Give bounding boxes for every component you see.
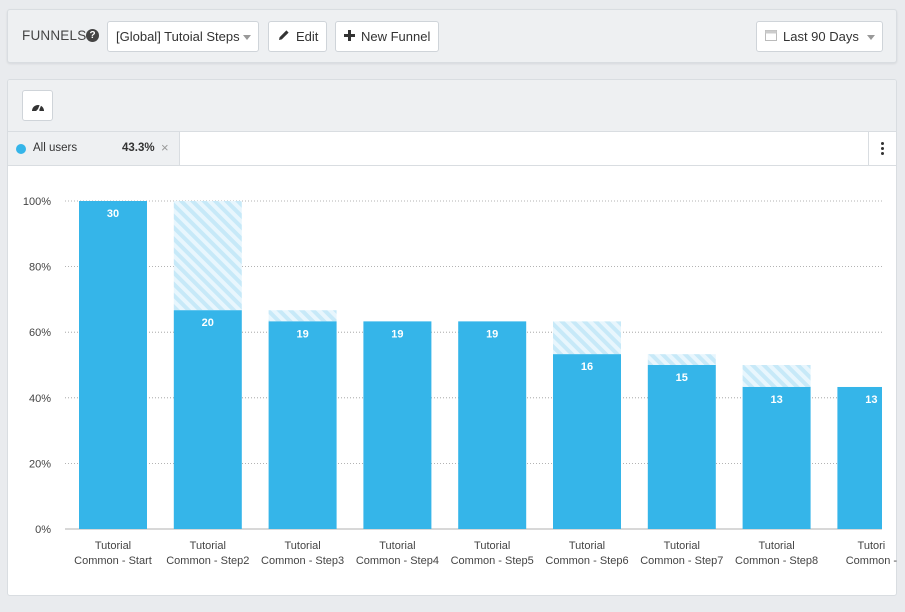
new-funnel-label: New Funnel	[361, 29, 431, 44]
x-tick-label: Tutori	[858, 540, 886, 552]
funnel-bar[interactable]	[553, 354, 621, 529]
y-tick-label: 0%	[35, 524, 51, 536]
y-tick-label: 60%	[29, 327, 51, 339]
bar-count-label: 19	[391, 328, 403, 340]
funnel-bar[interactable]	[268, 321, 337, 529]
x-tick-label: Tutorial	[95, 540, 131, 552]
dropoff-bar[interactable]	[173, 201, 242, 311]
bar-count-label: 15	[676, 372, 688, 384]
chevron-down-icon	[867, 35, 875, 40]
y-tick-label: 80%	[29, 262, 51, 274]
funnel-bar[interactable]	[647, 365, 716, 529]
chevron-down-icon	[243, 35, 251, 40]
funnel-bar[interactable]	[79, 201, 147, 529]
funnel-bar[interactable]	[742, 386, 811, 529]
bar-count-label: 20	[202, 317, 214, 329]
bar-count-label: 16	[581, 361, 593, 373]
panel-toolbar	[8, 80, 896, 132]
more-options-icon[interactable]	[868, 132, 896, 165]
y-tick-label: 40%	[29, 393, 51, 405]
funnel-bar[interactable]	[837, 386, 882, 529]
x-tick-label: Common - Step2	[166, 555, 249, 567]
close-icon[interactable]: ×	[161, 140, 169, 155]
x-tick-label: Common - Step3	[261, 555, 344, 567]
x-tick-label: Common -	[846, 555, 898, 567]
x-tick-label: Common - Step6	[545, 555, 628, 567]
bar-count-label: 30	[107, 208, 119, 220]
segment-label: All users	[33, 142, 78, 154]
segment-color-dot	[16, 144, 26, 154]
x-tick-label: Tutorial	[379, 540, 415, 552]
y-tick-label: 100%	[23, 196, 51, 208]
calendar-icon	[765, 22, 777, 51]
y-tick-label: 20%	[29, 458, 51, 470]
dropoff-bar[interactable]	[647, 354, 716, 365]
bar-count-label: 19	[486, 328, 498, 340]
bar-count-label: 19	[296, 328, 308, 340]
plus-icon	[344, 22, 355, 51]
funnel-bar[interactable]	[363, 321, 432, 529]
x-tick-label: Common - Step5	[451, 555, 534, 567]
new-funnel-button[interactable]: New Funnel	[335, 21, 439, 52]
edit-label: Edit	[296, 29, 319, 44]
x-tick-label: Tutorial	[284, 540, 320, 552]
bar-count-label: 13	[865, 394, 877, 406]
funnel-bar[interactable]	[458, 321, 527, 529]
header-bar: FUNNELS ? [Global] Tutoial Steps Edit Ne…	[7, 9, 897, 63]
x-tick-label: Tutorial	[190, 540, 226, 552]
bar-count-label: 13	[770, 394, 782, 406]
dropoff-bar[interactable]	[742, 365, 811, 387]
segment-percent: 43.3%	[122, 142, 155, 154]
dropoff-bar[interactable]	[553, 321, 621, 355]
dropoff-bar[interactable]	[268, 310, 337, 322]
edit-button[interactable]: Edit	[268, 21, 327, 52]
funnel-bar[interactable]	[173, 310, 242, 529]
x-tick-label: Common - Start	[74, 555, 152, 567]
x-tick-label: Tutorial	[474, 540, 510, 552]
dashboard-button[interactable]	[22, 90, 53, 121]
pencil-icon	[278, 22, 290, 51]
x-tick-label: Common - Step8	[735, 555, 818, 567]
x-tick-label: Common - Step7	[640, 555, 723, 567]
segment-bar: All users 43.3% ×	[8, 132, 896, 166]
x-tick-label: Tutorial	[664, 540, 700, 552]
help-icon[interactable]: ?	[86, 29, 99, 42]
segment-tab-all-users[interactable]: All users 43.3% ×	[8, 132, 180, 165]
x-tick-label: Common - Step4	[356, 555, 439, 567]
date-range-value: Last 90 Days	[783, 29, 859, 44]
x-tick-label: Tutorial	[569, 540, 605, 552]
funnel-select[interactable]: [Global] Tutoial Steps	[107, 21, 259, 52]
date-range-select[interactable]: Last 90 Days	[756, 21, 883, 52]
x-tick-label: Tutorial	[758, 540, 794, 552]
gauge-icon	[31, 100, 45, 118]
page-title: FUNNELS	[22, 28, 87, 43]
funnel-select-value: [Global] Tutoial Steps	[116, 29, 240, 44]
